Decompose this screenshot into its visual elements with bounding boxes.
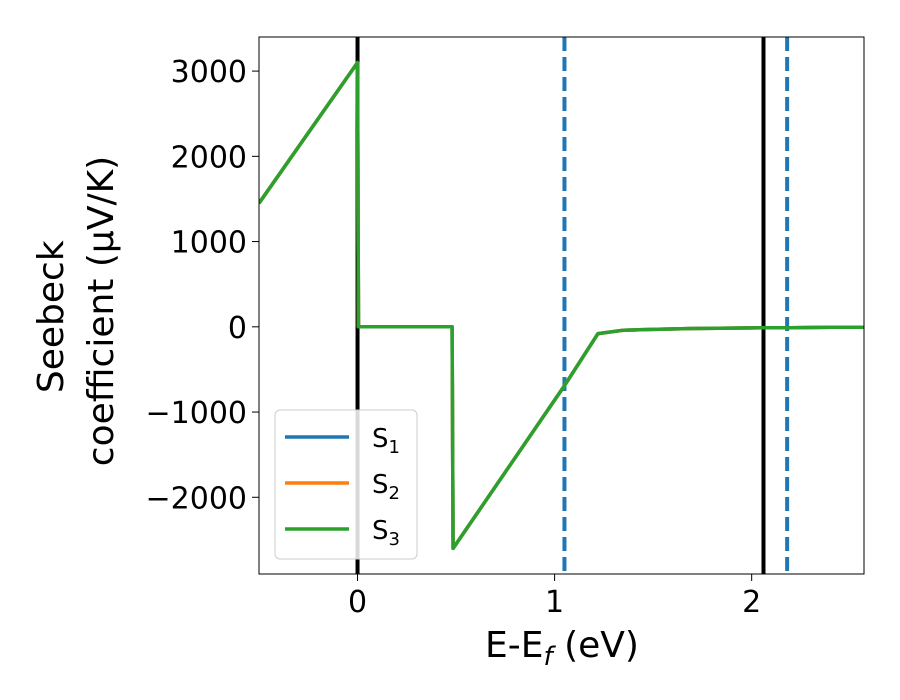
y-tick-label: 3000 (171, 55, 247, 90)
plot-frame (258, 36, 865, 575)
y-tick-label: −2000 (146, 481, 247, 516)
x-tick-label: 0 (348, 585, 367, 620)
y-axis-label-line-2: coefficient (μV/K) (81, 156, 122, 466)
x-tick-label: 1 (545, 585, 564, 620)
y-axis-label: Seebeck coefficient (μV/K) (31, 156, 122, 466)
legend-label: S2 (372, 470, 400, 504)
x-tick-label: 2 (742, 585, 761, 620)
y-axis-label-line-1: Seebeck (31, 240, 72, 393)
x-axis-label: E-Ef (eV) (485, 625, 639, 672)
y-axis: −2000 −1000 0 1000 2000 3000 (146, 55, 259, 516)
legend-label: S1 (372, 424, 400, 458)
legend: S1 S2 S3 (274, 409, 418, 560)
y-tick-label: 0 (228, 311, 247, 346)
x-axis: 0 1 2 (348, 574, 761, 620)
y-tick-label: 2000 (171, 140, 247, 175)
data-series (259, 60, 864, 551)
legend-label: S3 (372, 516, 400, 550)
y-tick-label: 1000 (171, 226, 247, 261)
y-tick-label: −1000 (146, 396, 247, 431)
series-line-s3 (259, 60, 864, 551)
